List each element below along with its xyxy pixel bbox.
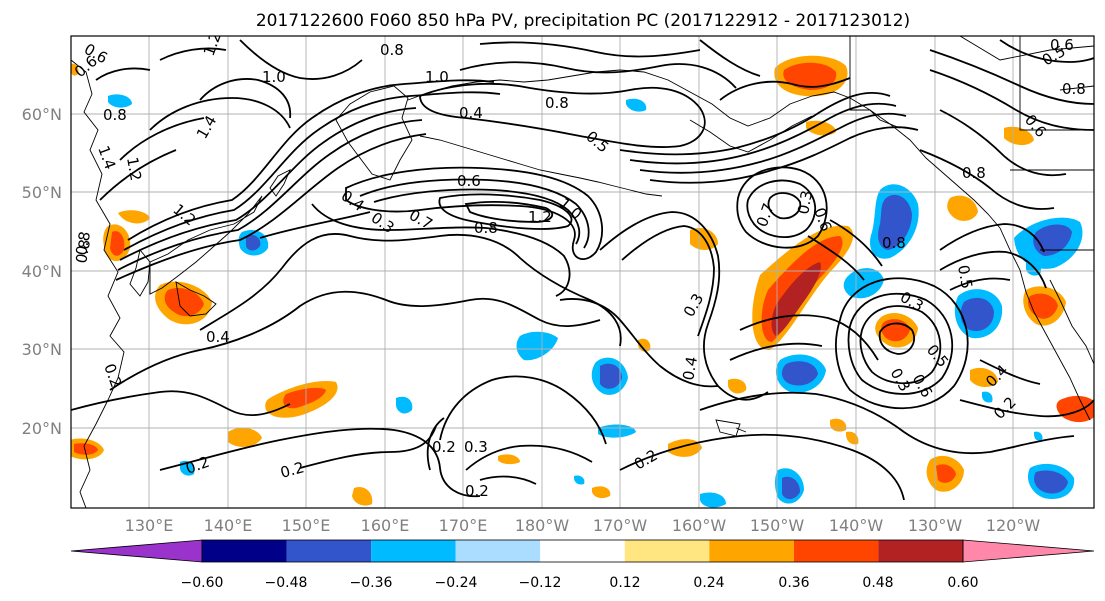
colorbar-segment: [624, 540, 710, 562]
contour-label: 0.8: [380, 41, 404, 59]
contour-label: 0.3: [794, 189, 816, 216]
colorbar-segment: [540, 540, 625, 562]
colorbar-tick-label: 0.60: [947, 575, 978, 591]
lat-label-30n: 30°N: [22, 340, 62, 359]
lon-label-120w: 120°W: [986, 516, 1041, 535]
contour-label: 0.3: [464, 438, 488, 456]
colorbar-segment: [878, 540, 963, 562]
lat-label-40n: 40°N: [22, 262, 62, 281]
contour-label: 0.4: [206, 328, 230, 346]
contour-label: 1.0: [262, 68, 286, 86]
contour-label: 1.2: [200, 30, 225, 59]
lon-label-180w: 180°W: [515, 516, 570, 535]
lon-label-160e: 160°E: [361, 516, 410, 535]
contour-label: 0.2: [432, 438, 456, 456]
colorbar-tick-label: −0.36: [350, 575, 393, 591]
lon-label-130w: 130°W: [908, 516, 963, 535]
lon-label-170w: 170°W: [593, 516, 648, 535]
contour-label: 0.8: [474, 219, 498, 237]
contour-label: 1.2: [528, 208, 552, 226]
colorbar-ticks: −0.60 −0.48 −0.36 −0.24 −0.12 0.12 0.24 …: [181, 575, 979, 591]
lon-label-150e: 150°E: [282, 516, 331, 535]
colorbar-segment: [455, 540, 541, 562]
lon-label-170e: 170°E: [439, 516, 488, 535]
colorbar-segment: [202, 540, 287, 562]
colorbar-segment: [793, 540, 879, 562]
contour-label: 0.2: [465, 482, 489, 500]
lat-label-60n: 60°N: [22, 105, 62, 124]
lon-label-130e: 130°E: [125, 516, 174, 535]
contour-label: 0.5: [954, 264, 976, 291]
map-frame: [70, 35, 1095, 509]
contour-label: 0.4: [679, 355, 701, 382]
colorbar-tick-label: 0.48: [862, 575, 893, 591]
contour-label: 0.8: [72, 238, 94, 265]
pv-contours: [71, 39, 1094, 501]
contour-label: 0.8: [103, 106, 127, 124]
lon-label-150w: 150°W: [750, 516, 805, 535]
contour-label: 0.6: [457, 172, 481, 190]
colorbar-frame: [201, 539, 964, 563]
colorbar-extension-low: [70, 539, 203, 563]
colorbar-segment: [709, 540, 794, 562]
lon-label-140e: 140°E: [204, 516, 253, 535]
lon-label-160w: 160°W: [672, 516, 727, 535]
colorbar-tick-label: −0.48: [265, 575, 308, 591]
map-panel: 1.2 1.0 0.8 1.0 1.4 0.8 0.4 0.5 0.8 1.2 …: [71, 30, 1094, 508]
positive-precip-shading: [71, 55, 1094, 506]
contour-label: 1.0: [425, 68, 449, 86]
colorbar: [70, 539, 1095, 563]
lon-label-140w: 140°W: [829, 516, 884, 535]
colorbar-segment: [286, 540, 372, 562]
colorbar-tick-label: −0.60: [181, 575, 224, 591]
contour-label: 0.8: [545, 94, 569, 112]
colorbar-tick-label: −0.12: [519, 575, 562, 591]
contour-label: 0.4: [459, 104, 483, 122]
lat-label-50n: 50°N: [22, 183, 62, 202]
contour-label: 0.6: [1050, 36, 1074, 54]
contour-label: 0.8: [1062, 80, 1086, 98]
contour-label: 0.2: [278, 458, 306, 482]
colorbar-tick-label: −0.24: [435, 575, 478, 591]
contour-label: 1.2: [123, 156, 145, 183]
contour-label: 0.8: [962, 164, 986, 182]
colorbar-extension-high: [962, 539, 1095, 563]
colorbar-tick-label: 0.24: [693, 575, 724, 591]
longitude-labels: 130°E 140°E 150°E 160°E 170°E 180°W 170°…: [125, 516, 1041, 535]
colorbar-tick-label: 0.12: [609, 575, 640, 591]
contour-label: 0.8: [882, 234, 906, 252]
colorbar-tick-label: 0.36: [778, 575, 809, 591]
lat-label-20n: 20°N: [22, 419, 62, 438]
map-title: 2017122600 F060 850 hPa PV, precipitatio…: [256, 11, 910, 31]
latitude-labels: 60°N 50°N 40°N 30°N 20°N: [22, 105, 62, 438]
negative-precip-shading: [108, 94, 1083, 508]
contour-label: 0.8: [72, 230, 94, 257]
colorbar-segment: [371, 540, 456, 562]
